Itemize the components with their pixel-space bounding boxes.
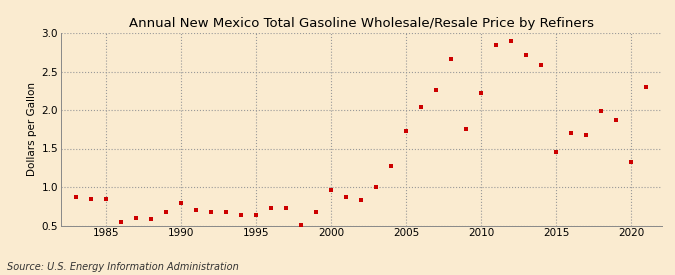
Point	[461, 127, 472, 131]
Point	[551, 150, 562, 155]
Point	[161, 210, 171, 214]
Point	[416, 105, 427, 109]
Point	[476, 91, 487, 95]
Point	[176, 201, 186, 205]
Point	[566, 131, 577, 135]
Point	[281, 206, 292, 210]
Point	[341, 195, 352, 199]
Point	[596, 109, 607, 113]
Point	[205, 210, 216, 214]
Title: Annual New Mexico Total Gasoline Wholesale/Resale Price by Refiners: Annual New Mexico Total Gasoline Wholesa…	[129, 17, 593, 31]
Point	[431, 88, 441, 92]
Point	[266, 206, 277, 210]
Point	[401, 129, 412, 133]
Y-axis label: Dollars per Gallon: Dollars per Gallon	[27, 82, 37, 176]
Point	[85, 196, 96, 201]
Point	[506, 39, 517, 44]
Point	[130, 216, 141, 220]
Point	[145, 217, 156, 222]
Point	[221, 210, 232, 214]
Point	[641, 85, 652, 89]
Point	[385, 164, 396, 168]
Point	[190, 208, 201, 212]
Point	[611, 118, 622, 122]
Point	[581, 133, 592, 138]
Point	[521, 52, 532, 57]
Point	[325, 188, 336, 192]
Point	[371, 185, 381, 189]
Point	[236, 213, 246, 218]
Point	[491, 43, 502, 48]
Point	[250, 213, 261, 218]
Point	[356, 198, 367, 202]
Point	[626, 160, 637, 164]
Text: Source: U.S. Energy Information Administration: Source: U.S. Energy Information Administ…	[7, 262, 238, 272]
Point	[296, 222, 306, 227]
Point	[70, 195, 81, 199]
Point	[101, 196, 111, 201]
Point	[310, 210, 321, 214]
Point	[536, 63, 547, 68]
Point	[115, 220, 126, 225]
Point	[446, 57, 456, 61]
